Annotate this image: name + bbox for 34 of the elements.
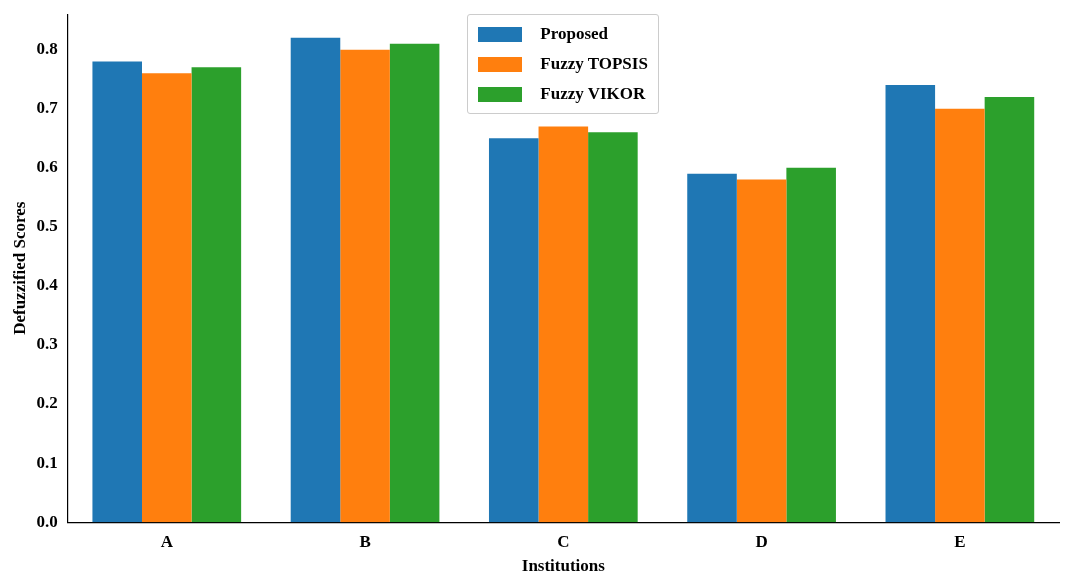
bar — [538, 126, 589, 523]
bar — [191, 67, 242, 523]
x-tick-label: A — [160, 531, 174, 551]
y-tick-label: 0.2 — [36, 393, 58, 413]
x-tick-label: B — [359, 531, 371, 551]
bar — [588, 132, 638, 523]
legend-label: Proposed — [540, 24, 609, 45]
y-tick-label: 0.0 — [36, 511, 58, 531]
bar — [687, 173, 737, 523]
bar — [786, 167, 836, 523]
y-tick-label: 0.7 — [36, 98, 59, 118]
y-tick-label: 0.3 — [36, 334, 58, 354]
legend-label: Fuzzy TOPSIS — [540, 54, 648, 75]
bar — [984, 96, 1035, 523]
x-tick-label: E — [954, 531, 966, 551]
bar — [736, 179, 787, 523]
bar — [142, 73, 192, 523]
bar — [935, 108, 985, 523]
bar — [488, 138, 539, 523]
y-tick-label: 0.8 — [36, 39, 58, 59]
x-tick-label: C — [557, 531, 570, 551]
y-tick-label: 0.6 — [36, 157, 58, 177]
x-tick-label: D — [755, 531, 768, 551]
bar — [885, 85, 936, 523]
legend-label: Fuzzy VIKOR — [540, 84, 646, 105]
y-tick-label: 0.1 — [36, 452, 58, 472]
x-axis-title: Institutions — [521, 556, 606, 576]
bar — [389, 43, 440, 523]
y-tick-label: 0.5 — [36, 216, 58, 236]
bar — [340, 49, 390, 523]
y-axis-title: Defuzzified Scores — [9, 201, 29, 335]
y-tick-label: 0.4 — [36, 275, 59, 295]
bar — [92, 61, 142, 523]
bar — [290, 37, 341, 523]
